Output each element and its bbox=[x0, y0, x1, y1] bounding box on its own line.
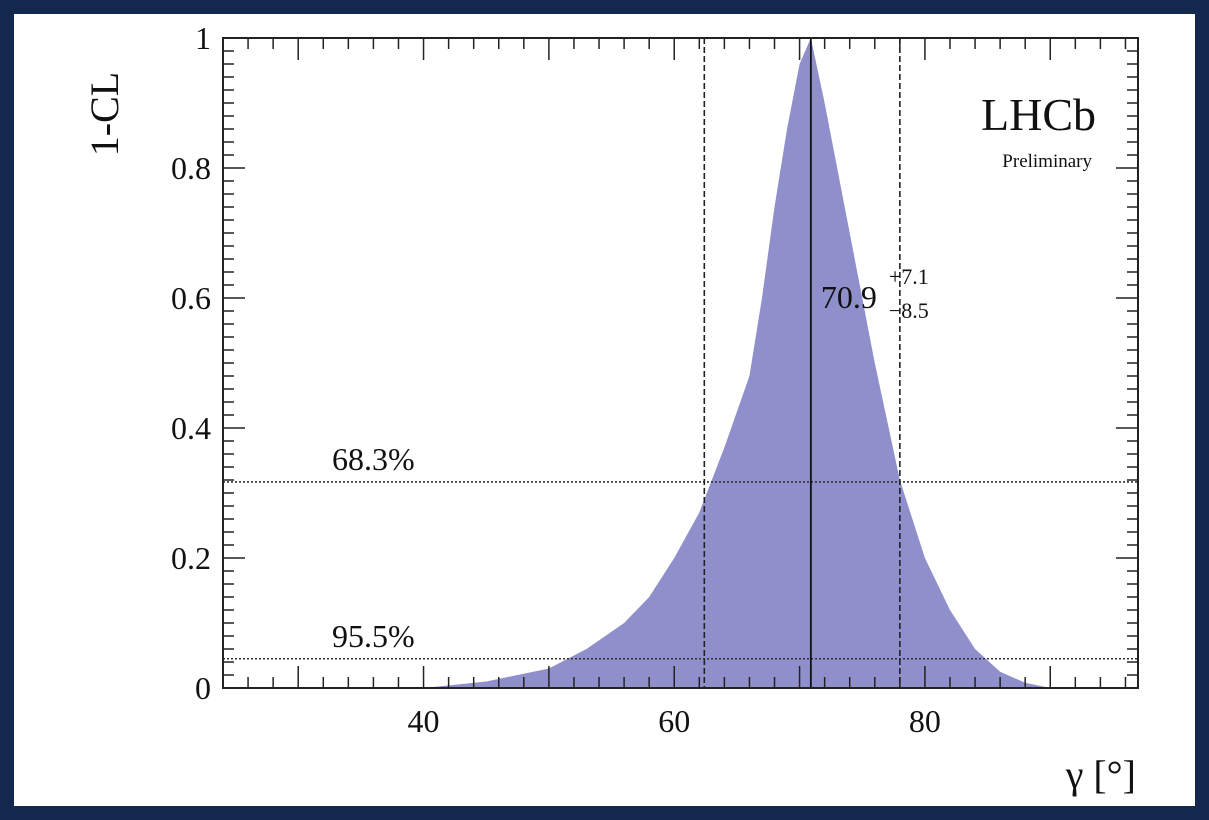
cl-68-label: 68.3% bbox=[332, 441, 415, 477]
y-tick-label: 0.4 bbox=[171, 410, 211, 446]
x-tick-label: 80 bbox=[909, 703, 941, 739]
experiment-logo-text: LHCb bbox=[981, 89, 1096, 140]
result-minus-error: −8.5 bbox=[889, 298, 929, 323]
y-tick-label: 0.6 bbox=[171, 280, 211, 316]
x-tick-label: 60 bbox=[658, 703, 690, 739]
y-tick-label: 1 bbox=[195, 20, 211, 56]
y-tick-label: 0 bbox=[195, 670, 211, 706]
x-axis-label: γ [°] bbox=[1065, 752, 1136, 797]
likelihood-area bbox=[423, 38, 1051, 688]
x-tick-label: 40 bbox=[408, 703, 440, 739]
y-tick-label: 0.2 bbox=[171, 540, 211, 576]
y-axis-label: 1-CL bbox=[82, 72, 127, 156]
chart-frame: 40 60 80 0 0.2 0.4 0.6 0.8 1 68.3% 95.5% 1-CL γ [°… bbox=[14, 14, 1195, 806]
result-value: 70.9 bbox=[821, 279, 877, 315]
status-label: Preliminary bbox=[1002, 151, 1092, 172]
cl-95-label: 95.5% bbox=[332, 618, 415, 654]
result-plus-error: +7.1 bbox=[889, 264, 929, 289]
y-tick-label: 0.8 bbox=[171, 150, 211, 186]
chart-svg: 40 60 80 0 0.2 0.4 0.6 0.8 1 68.3% 95.5% 1-CL γ [°… bbox=[82, 20, 1139, 797]
result-annotation: 70.9 bbox=[821, 279, 877, 315]
